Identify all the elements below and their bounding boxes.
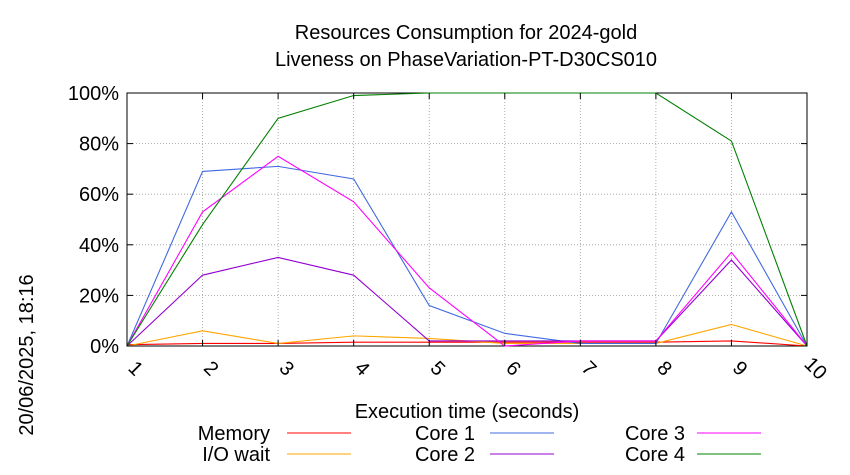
x-tick-label: 4 xyxy=(350,357,373,380)
x-tick-label: 9 xyxy=(728,357,751,380)
y-tick-label: 100% xyxy=(68,83,119,105)
legend-label-memory: Memory xyxy=(198,423,270,445)
series-line-core-2 xyxy=(126,256,808,347)
y-tick-label: 40% xyxy=(79,235,119,257)
x-tick-label: 5 xyxy=(426,357,449,380)
x-tick-label: 8 xyxy=(652,357,675,380)
y-tick-label: 80% xyxy=(79,134,119,156)
y-tick-label: 20% xyxy=(79,285,119,307)
chart-subtitle: Liveness on PhaseVariation-PT-D30CS010 xyxy=(275,49,657,71)
series-line-core-3 xyxy=(126,155,808,347)
series-lines xyxy=(126,92,808,347)
series-line-core-1 xyxy=(126,165,808,347)
grid-lines xyxy=(127,93,807,346)
x-tick-label: 6 xyxy=(501,357,524,380)
series-line-memory xyxy=(126,340,808,347)
y-tick-label: 60% xyxy=(79,184,119,206)
legend-label-core-3: Core 3 xyxy=(625,423,685,445)
x-tick-label: 1 xyxy=(124,357,147,380)
x-tick-label: 10 xyxy=(800,353,831,384)
legend-label-core-1: Core 1 xyxy=(415,423,475,445)
series-line-core-4 xyxy=(126,92,808,347)
x-axis-label: Execution time (seconds) xyxy=(355,401,580,423)
legend-label-i-o-wait: I/O wait xyxy=(202,444,270,466)
y-axis-ticks: 0% 20% 40% 60% 80% 100% xyxy=(68,83,807,358)
x-tick-label: 3 xyxy=(275,357,298,380)
y-tick-label: 0% xyxy=(90,336,119,358)
x-tick-label: 7 xyxy=(577,357,600,380)
legend-label-core-4: Core 4 xyxy=(625,444,685,466)
legend-label-core-2: Core 2 xyxy=(415,444,475,466)
plot-frame xyxy=(126,92,808,347)
timestamp-label: 20/06/2025, 18:16 xyxy=(16,274,38,435)
chart-title: Resources Consumption for 2024-gold xyxy=(295,22,637,44)
x-tick-label: 2 xyxy=(199,357,222,380)
series-line-i-o-wait xyxy=(126,323,808,347)
